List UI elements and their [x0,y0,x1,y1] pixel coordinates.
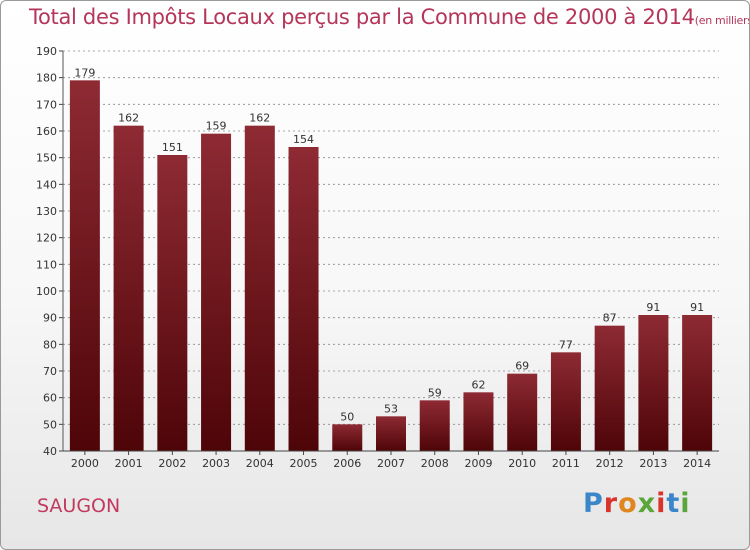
y-tick-label: 70 [43,365,57,378]
bar-2014 [682,315,713,451]
data-label-2012: 87 [603,312,617,325]
data-label-2002: 151 [162,141,183,154]
y-tick-label: 110 [36,258,57,271]
bar-2011 [550,352,581,451]
data-labels: 179 162 151 159 162 154 50 53 59 62 69 77 87 91 91 [74,66,704,423]
y-tick-label: 80 [43,338,57,351]
y-tick-label: 50 [43,418,57,431]
data-label-2008: 59 [428,386,442,399]
y-tick-label: 130 [36,205,57,218]
bar-2006 [332,424,363,451]
y-tick-label: 190 [36,45,57,58]
bar-2008 [419,400,450,451]
x-tick-label-2005: 2005 [290,457,318,470]
bar-2012 [594,325,625,451]
chart-title: Total des Impôts Locaux perçus par la Co… [29,5,750,29]
bar-2003 [201,133,232,451]
data-label-2011: 77 [559,338,573,351]
y-tick-label: 180 [36,72,57,85]
y-tick-label: 150 [36,152,57,165]
data-label-2014: 91 [690,301,704,314]
y-tick-label: 40 [43,445,57,458]
x-tick-label-2006: 2006 [333,457,361,470]
x-tick-label-2012: 2012 [596,457,624,470]
y-tick-label: 170 [36,98,57,111]
data-label-2010: 69 [515,360,529,373]
bar-2013 [638,315,669,451]
y-tick-label: 160 [36,125,57,138]
x-axis-ticks: 2000 2001 2002 2003 2004 2005 2006 2007 2008 2009… [71,451,711,470]
bar-2000 [69,80,100,451]
x-tick-label-2001: 2001 [115,457,143,470]
commune-name: SAUGON [37,495,121,517]
x-tick-label-2007: 2007 [377,457,405,470]
chart-title-text: Total des Impôts Locaux perçus par la Co… [29,5,695,29]
x-tick-label-2009: 2009 [464,457,492,470]
bar-2002 [157,155,188,451]
y-axis-ticks: 40 50 60 70 80 90 100 110 120 130 140 150 160 170 180 1… [36,45,64,458]
data-label-2005: 154 [293,133,314,146]
bar-2010 [507,373,538,451]
y-tick-label: 100 [36,285,57,298]
x-tick-label-2013: 2013 [639,457,667,470]
data-label-2007: 53 [384,402,398,415]
chart-title-unit: (en milliers d'€) [694,14,750,27]
data-label-2003: 159 [206,120,227,133]
y-tick-label: 90 [43,312,57,325]
data-label-2000: 179 [74,66,95,79]
bar-2007 [376,416,406,451]
y-tick-label: 140 [36,178,57,191]
bars [69,80,713,452]
x-tick-label-2014: 2014 [683,457,711,470]
x-tick-label-2002: 2002 [158,457,186,470]
y-tick-label: 120 [36,232,57,245]
x-tick-label-2011: 2011 [552,457,580,470]
data-label-2013: 91 [646,301,660,314]
x-tick-label-2000: 2000 [71,457,99,470]
bar-2004 [244,125,275,452]
bar-2005 [288,147,319,451]
data-label-2001: 162 [118,112,139,125]
x-tick-label-2008: 2008 [421,457,449,470]
bar-2001 [113,125,144,452]
data-label-2004: 162 [249,112,270,125]
x-tick-label-2003: 2003 [202,457,230,470]
x-tick-label-2010: 2010 [508,457,536,470]
data-label-2009: 62 [471,378,485,391]
y-tick-label: 60 [43,392,57,405]
data-label-2006: 50 [340,410,354,423]
bar-2009 [463,392,494,451]
proxiti-logo: Proxiti [583,488,691,519]
x-tick-label-2004: 2004 [246,457,274,470]
